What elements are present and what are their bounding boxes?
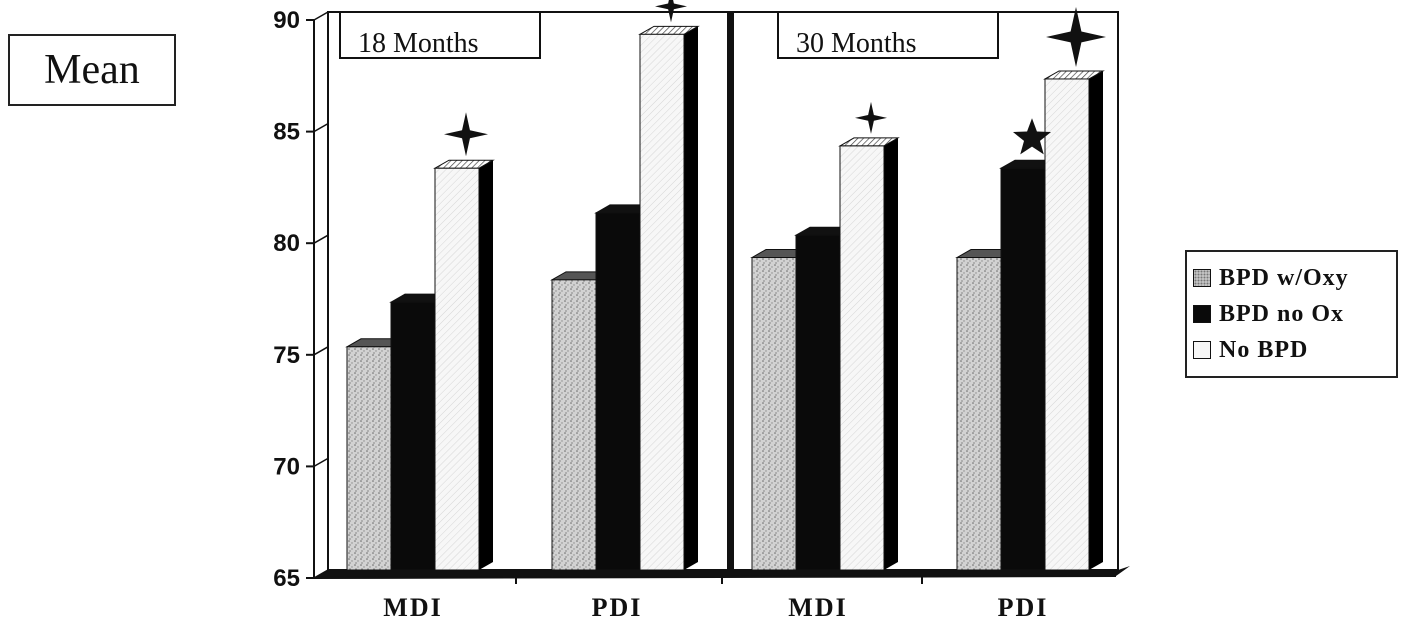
- bar: [1000, 167, 1046, 571]
- y-tick-connector: [313, 569, 329, 579]
- panel-label-box: [777, 11, 999, 59]
- y-tick-connector: [313, 11, 329, 21]
- floor: [314, 566, 1130, 578]
- bar-side: [479, 160, 493, 571]
- y-tick-label: 70: [273, 453, 300, 480]
- star-annotation: [444, 112, 488, 157]
- bar: [551, 279, 597, 571]
- bar: [956, 257, 1002, 571]
- legend-item-bpd-no-ox: BPD no Ox: [1193, 296, 1390, 332]
- legend: BPD w/Oxy BPD no Ox No BPD: [1185, 250, 1398, 378]
- bar: [639, 33, 685, 571]
- legend-item-no-bpd: No BPD: [1193, 332, 1390, 368]
- bar: [390, 301, 436, 571]
- y-tick-label: 85: [273, 119, 300, 146]
- legend-label-bpd-w-oxy: BPD w/Oxy: [1219, 264, 1349, 291]
- legend-swatch-bpd-no-ox: [1193, 305, 1211, 323]
- legend-label-bpd-no-ox: BPD no Ox: [1219, 300, 1345, 327]
- star-annotation: [1012, 118, 1052, 155]
- bar-side: [1089, 70, 1103, 571]
- bar: [434, 167, 480, 571]
- y-tick-label: 75: [273, 342, 300, 369]
- y-axis-label-text: Mean: [44, 47, 140, 93]
- legend-item-bpd-w-oxy: BPD w/Oxy: [1193, 260, 1390, 296]
- y-tick-connector: [313, 122, 329, 133]
- bar: [839, 145, 885, 571]
- y-tick-label: 80: [273, 230, 300, 257]
- star-annotation: [855, 101, 887, 134]
- x-tick-label: MDI: [788, 593, 847, 622]
- panel-label: 18 Months: [358, 28, 479, 59]
- x-axis-line: [313, 575, 1117, 579]
- x-tick-label: PDI: [998, 593, 1049, 622]
- legend-label-no-bpd: No BPD: [1219, 336, 1309, 363]
- bar: [346, 346, 392, 571]
- y-tick-label: 90: [273, 7, 300, 34]
- y-tick-label: 65: [273, 565, 300, 592]
- x-tick-label: PDI: [592, 593, 643, 622]
- star-annotation: [1046, 6, 1106, 67]
- bar: [1044, 78, 1090, 571]
- panel-divider: [727, 12, 734, 570]
- star-annotation: [655, 0, 687, 23]
- y-axis-label: Mean: [8, 34, 176, 106]
- x-tick-label: MDI: [383, 593, 442, 622]
- y-tick-connector: [313, 234, 329, 244]
- bar: [751, 257, 797, 571]
- bar-side: [684, 26, 698, 570]
- panel-label: 30 Months: [796, 28, 917, 59]
- bar-side: [884, 137, 898, 571]
- y-tick-connector: [313, 457, 329, 468]
- bar: [795, 234, 841, 571]
- y-tick-connector: [313, 346, 329, 356]
- legend-swatch-no-bpd: [1193, 341, 1211, 359]
- panel-label-box: [339, 11, 541, 59]
- bar: [595, 212, 641, 571]
- legend-swatch-bpd-w-oxy: [1193, 269, 1211, 287]
